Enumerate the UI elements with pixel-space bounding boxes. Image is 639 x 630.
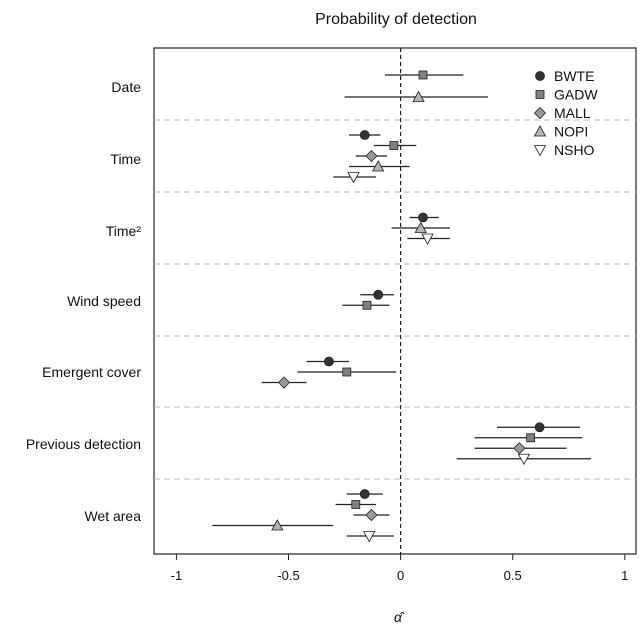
point-marker	[359, 130, 370, 140]
legend-item: NSHO	[533, 142, 595, 158]
point-marker	[362, 300, 372, 310]
plot-area: Date Time Time² Wind speed Emergent cover Pre…	[26, 47, 637, 583]
legend-marker	[533, 125, 547, 137]
category-label: Emergent cover	[42, 364, 141, 380]
plot-frame	[153, 47, 637, 555]
point-marker	[351, 500, 361, 509]
x-tick-label: 1	[621, 568, 628, 583]
point-marker	[323, 356, 334, 367]
category-label: Time²	[106, 223, 142, 239]
point-marker	[534, 422, 545, 433]
point-marker	[421, 233, 434, 245]
x-tick-label: 0	[397, 568, 404, 583]
data-point-gadw	[335, 500, 376, 509]
legend-item: GADW	[535, 87, 598, 103]
data-point-nopi	[344, 90, 489, 102]
legend-label: BWTE	[554, 68, 594, 84]
legend-label: NSHO	[554, 142, 595, 158]
data-point-bwte	[346, 489, 383, 499]
category-label: Previous detection	[26, 436, 141, 452]
point-marker	[359, 489, 370, 499]
point-marker	[513, 442, 526, 455]
category-label: Wet area	[84, 508, 141, 524]
x-tick-label: -0.5	[277, 568, 299, 583]
legend-marker	[535, 90, 545, 99]
data-point-mall	[261, 376, 307, 389]
point-marker	[365, 149, 378, 163]
data-point-nsho	[456, 453, 592, 466]
x-tick-label: -1	[171, 568, 183, 583]
legend-marker	[535, 71, 545, 81]
legend-label: GADW	[554, 87, 598, 103]
point-marker	[418, 70, 428, 80]
data-point-mall	[474, 442, 567, 455]
point-marker	[414, 221, 427, 233]
data-point-nopi	[349, 160, 410, 172]
data-point-nsho	[407, 233, 450, 245]
legend-marker	[533, 106, 547, 120]
data-point-mall	[355, 149, 388, 163]
point-marker	[277, 376, 291, 389]
legend-item: NOPI	[533, 124, 588, 140]
legend-item: MALL	[533, 105, 591, 121]
point-marker	[342, 367, 352, 377]
x-axis-label: α̂	[394, 609, 405, 625]
point-marker	[389, 141, 399, 150]
category-label: Time	[110, 151, 141, 167]
point-marker	[412, 90, 425, 102]
category-label: Date	[111, 79, 141, 95]
point-marker	[526, 433, 536, 443]
legend-label: NOPI	[554, 124, 588, 140]
point-marker	[517, 453, 531, 466]
data-point-nsho	[346, 531, 394, 543]
data-point-gadw	[373, 141, 417, 150]
point-marker	[365, 508, 378, 522]
data-point-gadw	[342, 300, 390, 310]
point-marker	[373, 289, 384, 300]
data-point-bwte	[497, 422, 580, 433]
point-marker	[363, 531, 376, 543]
legend-marker	[533, 145, 547, 157]
legend: BWTE GADW MALL NOPI NSHO	[533, 68, 598, 158]
data-point-nopi	[212, 519, 334, 531]
category-label: Wind speed	[67, 293, 141, 309]
point-marker	[418, 212, 428, 223]
data-point-gadw	[384, 70, 464, 80]
chart-title: Probability of detection	[315, 11, 477, 28]
data-point-bwte	[306, 356, 350, 367]
x-tick-label: 0.5	[504, 568, 522, 583]
legend-item: BWTE	[535, 68, 594, 84]
data-point-gadw	[297, 367, 397, 377]
point-marker	[372, 160, 385, 172]
data-point-bwte	[349, 130, 381, 140]
data-point-mall	[353, 508, 390, 522]
data-point-gadw	[474, 433, 583, 443]
point-marker	[347, 172, 360, 184]
data-point-bwte	[409, 212, 439, 223]
data-point-bwte	[360, 289, 394, 300]
point-marker	[271, 519, 284, 531]
data-point-nopi	[391, 221, 450, 233]
data-point-nsho	[333, 172, 376, 184]
legend-label: MALL	[554, 105, 591, 121]
